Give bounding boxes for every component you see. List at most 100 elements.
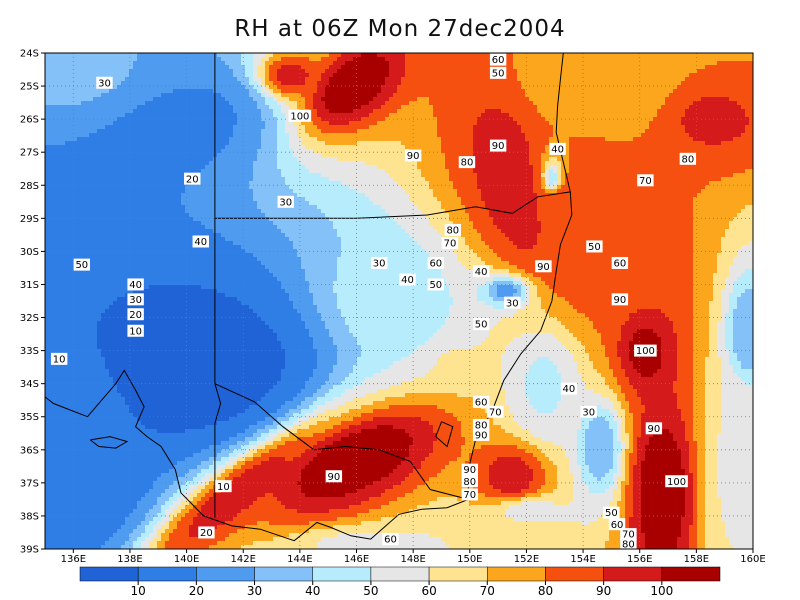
contour-label-bg (127, 308, 144, 321)
contour-label-bg (620, 528, 637, 541)
contour-label: 80 (446, 226, 459, 237)
contour-label: 80 (622, 540, 635, 551)
contour-label-bg (487, 405, 504, 418)
contour-label-bg (472, 265, 490, 278)
contour-label: 40 (129, 280, 142, 291)
contour-label-bg (620, 538, 637, 549)
contour-label-bg (50, 352, 68, 365)
contour-label-bg (489, 66, 507, 79)
map-title: RH at 06Z Mon 27dec2004 (234, 16, 566, 42)
colorbar-swatch (428, 566, 488, 582)
contour-label-bg (489, 139, 507, 152)
contour-label: 70 (489, 407, 502, 418)
rh-filled-contours (45, 53, 753, 549)
contour-label: 60 (614, 259, 627, 270)
contour-label-bg (96, 76, 113, 89)
contour-label: 50 (492, 68, 505, 79)
colorbar-label: 20 (189, 584, 204, 598)
lat-tick-label: 32S (20, 313, 39, 324)
contour-label-bg (461, 463, 478, 476)
contour-label: 50 (75, 260, 88, 271)
contour-label-bg (472, 395, 490, 408)
contour-label-bg (427, 256, 445, 269)
contour-label-bg (472, 428, 490, 441)
contour-label: 30 (506, 298, 519, 309)
colorbar-label: 50 (363, 584, 378, 598)
colorbar-label: 40 (305, 584, 320, 598)
contour-label: 90 (614, 295, 627, 306)
contour-label-bg (277, 195, 294, 208)
lon-tick-label: 154E (570, 554, 595, 565)
contour-label: 80 (461, 158, 474, 169)
contour-label: 80 (681, 154, 694, 165)
contour-label-bg (637, 174, 654, 187)
contour-label: 60 (429, 259, 442, 270)
contour-label: 100 (290, 111, 309, 122)
lat-tick-label: 24S (20, 49, 39, 60)
lon-tick-label: 144E (287, 554, 312, 565)
lat-tick-label: 28S (20, 181, 39, 192)
colorbar-label: 70 (480, 584, 495, 598)
contour-label: 40 (551, 144, 564, 155)
contour-label-bg (127, 324, 144, 337)
lon-tick-label: 150E (457, 554, 482, 565)
contour-label-bg (127, 278, 144, 291)
contour-label-bg (645, 422, 663, 435)
contour-label-bg (504, 296, 521, 309)
colorbar-label: 90 (596, 584, 611, 598)
contour-label-bg (215, 480, 232, 493)
colorbar-label: 100 (650, 584, 673, 598)
colorbar-label: 80 (538, 584, 553, 598)
contour-label: 70 (463, 490, 476, 501)
lat-tick-label: 26S (20, 115, 39, 126)
contour-label: 40 (194, 237, 207, 248)
contour-label-bg (489, 53, 507, 66)
contour-label: 70 (444, 239, 457, 250)
contour-label-bg (560, 382, 578, 395)
contour-label-bg (458, 156, 476, 169)
contour-label-bg (441, 237, 459, 250)
lat-tick-label: 36S (20, 445, 39, 456)
contour-label: 100 (667, 477, 686, 488)
contour-label-bg (580, 405, 597, 418)
contour-label: 20 (129, 310, 142, 321)
lat-lon-grid (45, 53, 753, 549)
contour-label: 50 (588, 242, 601, 253)
colorbar-swatch (79, 566, 139, 582)
contour-label-bg (549, 142, 566, 155)
contour-label: 50 (605, 508, 618, 519)
contour-label-bg (73, 258, 91, 271)
contour-label: 40 (401, 275, 414, 286)
contour-label-bg (325, 470, 343, 483)
contour-label-bg (665, 475, 688, 488)
contour-label-bg (611, 293, 629, 306)
contour-label: 60 (384, 535, 397, 546)
contour-label: 10 (217, 482, 230, 493)
colorbar: 10 20 30 40 50 60 70 80 90 100 (79, 566, 721, 598)
lon-tick-label: 142E (231, 554, 256, 565)
contour-label: 20 (186, 174, 199, 185)
lon-tick-label: 158E (684, 554, 709, 565)
contour-label: 50 (429, 280, 442, 291)
contour-label-bg (184, 172, 201, 185)
contour-label: 100 (636, 346, 655, 357)
contour-label: 30 (129, 295, 142, 306)
lon-tick-label: 160E (740, 554, 765, 565)
colorbar-swatch (545, 566, 604, 582)
colorbar-label: 30 (247, 584, 262, 598)
map-frame (44, 52, 754, 550)
contour-label-bg (461, 475, 478, 488)
contour-label-bg (399, 273, 416, 286)
contour-label-bg (472, 419, 490, 431)
contour-label-bg (535, 260, 552, 273)
lon-tick-label: 138E (117, 554, 142, 565)
lat-tick-label: 30S (20, 247, 39, 258)
contour-label-bg (679, 152, 697, 165)
contour-label-bg (611, 256, 629, 269)
lat-tick-label: 27S (20, 148, 39, 159)
contour-label-bg (404, 149, 422, 162)
lon-tick-label: 140E (174, 554, 199, 565)
lon-tick-label: 136E (61, 554, 86, 565)
lat-tick-label: 39S (20, 545, 39, 556)
